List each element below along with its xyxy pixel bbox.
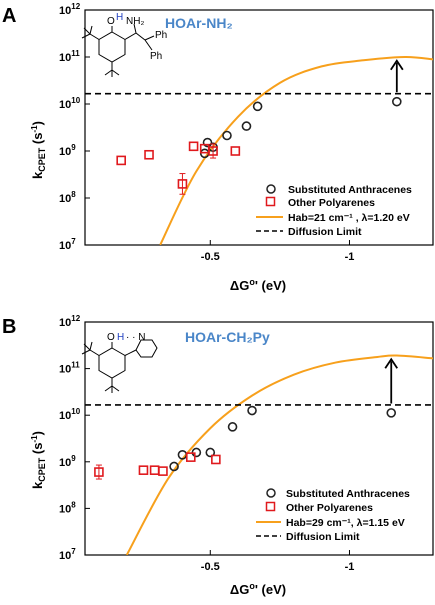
anthracene-point — [392, 96, 402, 107]
polyarene-point — [230, 146, 241, 156]
legend-a: Substituted Anthracenes Other Polyarenes… — [256, 184, 412, 238]
y-tick-label: 108 — [59, 500, 76, 515]
upper-bound-arrowhead — [390, 59, 404, 71]
y-tick-label: 1012 — [59, 2, 81, 17]
svg-text:Ph: Ph — [155, 30, 167, 41]
legend-label-diffusion-a: Diffusion Limit — [288, 226, 362, 238]
svg-text:Ph: Ph — [150, 51, 162, 62]
plot-frame-a — [84, 9, 434, 246]
legend-label-polyarenes-b: Other Polyarenes — [286, 502, 373, 514]
svg-text:O: O — [107, 16, 115, 27]
marcus-fit-curve — [125, 354, 433, 555]
panel-a: A O H NH₂ Ph Ph HOAr-NH₂ 107108109101010… — [2, 2, 434, 293]
svg-text:O: O — [107, 332, 115, 343]
plot-frame-b — [84, 321, 434, 556]
panel-letter-b: B — [2, 316, 16, 338]
legend-marker-anthracenes-a — [266, 184, 276, 194]
x-ticks-b: -0.5 -1 — [201, 550, 355, 573]
anthracene-point — [227, 422, 238, 432]
svg-text:· · N: · · N — [126, 332, 145, 343]
legend-label-fit-b: Hab=29 cm⁻¹, λ=1.15 eV — [286, 517, 405, 529]
svg-text:H: H — [117, 332, 124, 343]
x-ticks-a: -0.5 -1 — [201, 240, 355, 263]
svg-text:NH₂: NH₂ — [126, 16, 144, 27]
compound-label-a: HOAr-NH₂ — [165, 15, 233, 31]
svg-text:H: H — [116, 12, 123, 23]
x-tick-label: -1 — [345, 251, 355, 263]
legend-label-anthracenes-b: Substituted Anthracenes — [286, 488, 410, 500]
anthracene-point — [222, 130, 232, 141]
legend-label-polyarenes-a: Other Polyarenes — [288, 197, 375, 209]
polyarene-point — [185, 452, 196, 462]
anthracene-point — [386, 408, 397, 418]
legend-label-fit-a: Hab=21 cm⁻¹ , λ=1.20 eV — [288, 212, 410, 224]
molecule-structure-a — [81, 23, 155, 77]
series-layer-b — [85, 354, 433, 555]
y-tick-label: 1011 — [59, 361, 80, 376]
polyarene-point — [144, 149, 154, 160]
y-tick-label: 109 — [59, 143, 76, 158]
anthracene-point — [202, 137, 213, 148]
legend-marker-polyarenes-a — [265, 196, 276, 207]
panel-b: B O H · · N HOAr-CH₂Py 107 108 109 1010 1011… — [2, 314, 434, 597]
y-tick-label: 107 — [59, 547, 76, 562]
polyarene-point — [211, 454, 221, 465]
legend-b: Substituted Anthracenes Other Polyarenes… — [256, 488, 410, 543]
y-ticks-b: 107 108 109 1010 1011 1012 — [59, 314, 90, 562]
y-tick-label: 1012 — [59, 314, 81, 329]
y-tick-label: 109 — [59, 454, 76, 469]
legend-marker-anthracenes-b — [266, 488, 276, 498]
anthracene-point — [205, 447, 216, 458]
panel-letter-a: A — [2, 5, 16, 27]
polyarene-point — [138, 465, 149, 475]
legend-label-diffusion-b: Diffusion Limit — [286, 531, 360, 543]
series-layer-a — [85, 55, 433, 245]
anthracene-point — [241, 121, 252, 131]
polyarene-point — [94, 467, 104, 477]
polyarene-point — [208, 146, 218, 156]
molecule-structure-b — [81, 339, 158, 393]
polyarene-point — [188, 141, 199, 152]
polyarene-point — [149, 465, 160, 475]
y-tick-label: 108 — [59, 190, 76, 205]
polyarene-point — [158, 466, 168, 476]
y-tick-label: 107 — [59, 237, 76, 252]
compound-label-b: HOAr-CH₂Py — [185, 329, 270, 345]
x-axis-label-a: ΔGo' (eV) — [230, 277, 286, 293]
polyarene-point — [116, 155, 126, 166]
y-ticks-a: 107 108 109 1010 1011 1012 — [59, 2, 90, 252]
x-axis-label-b: ΔGo' (eV) — [230, 581, 286, 597]
anthracene-point — [169, 461, 179, 472]
legend-label-anthracenes-a: Substituted Anthracenes — [288, 184, 412, 196]
anthracene-point — [252, 101, 263, 112]
anthracene-point — [247, 405, 257, 416]
y-tick-label: 1011 — [59, 49, 80, 64]
y-tick-label: 1010 — [59, 96, 81, 111]
y-tick-label: 1010 — [59, 407, 81, 422]
x-tick-label: -0.5 — [201, 251, 220, 263]
y-axis-label-b: kCPET (s-1) — [30, 431, 47, 489]
marcus-fit-curve — [159, 55, 433, 245]
upper-bound-arrowhead — [384, 357, 398, 369]
polyarene-point — [177, 179, 188, 189]
x-tick-label: -0.5 — [201, 561, 220, 573]
y-axis-label-a: kCPET (s-1) — [30, 121, 47, 179]
legend-marker-polyarenes-b — [265, 501, 276, 512]
x-tick-label: -1 — [345, 561, 355, 573]
